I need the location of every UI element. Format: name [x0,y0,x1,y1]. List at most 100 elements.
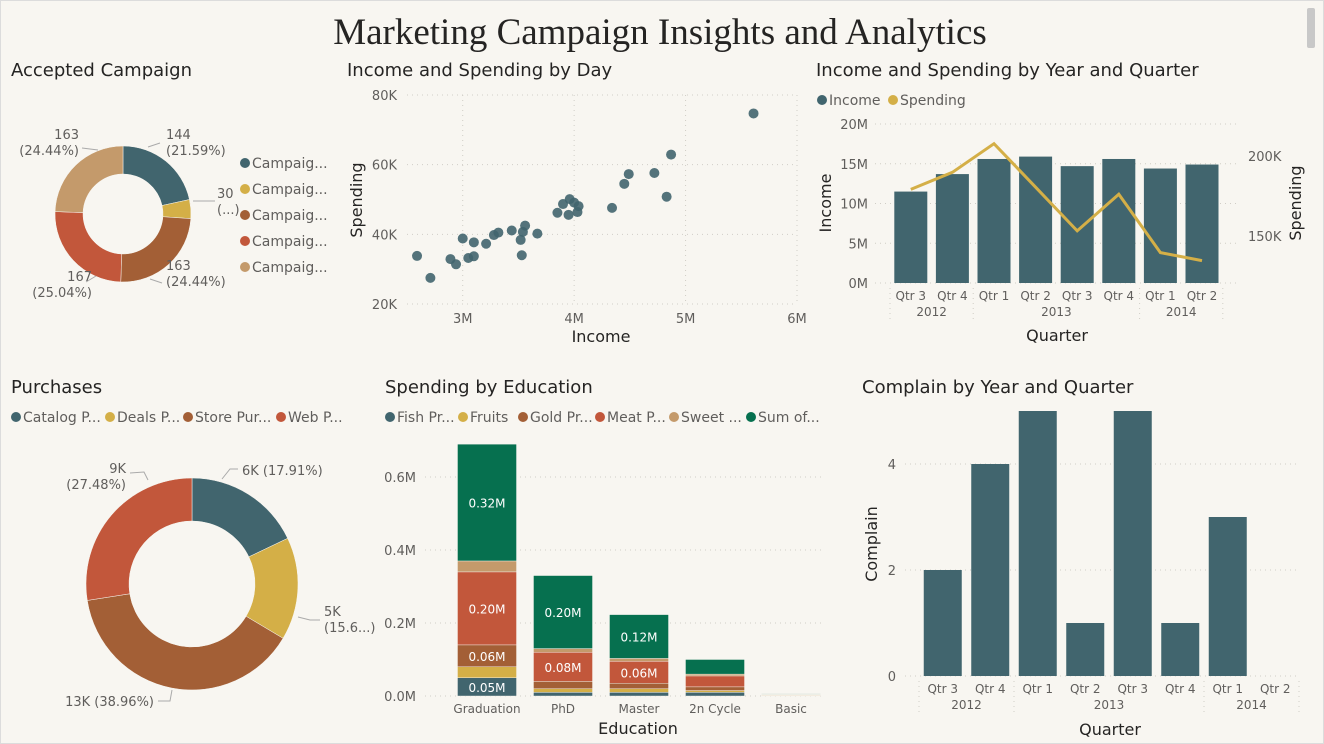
chart-title: Spending by Education [385,377,593,398]
income-bar[interactable] [935,174,969,283]
stacked-bar-segment[interactable] [533,652,593,682]
income-bar[interactable] [1060,166,1094,283]
legend-dot-icon [240,262,250,272]
complain-bar[interactable] [1208,517,1247,676]
income-bar[interactable] [1102,158,1136,283]
x-tick: Qtr 2 [1070,682,1101,696]
x-tick: Qtr 2 [1187,289,1218,303]
y-tick: 4 [888,458,896,473]
x-axis-title: Quarter [1079,720,1141,739]
vertical-scrollbar[interactable] [1307,8,1315,48]
x-tick: Qtr 2 [1260,682,1291,696]
stacked-bar-segment[interactable] [685,686,745,691]
scatter-point[interactable] [532,228,543,239]
y-tick: 0.4M [384,544,416,559]
stacked-bar-segment[interactable] [609,614,669,659]
scatter-point[interactable] [623,169,634,180]
stacked-bar-segment[interactable] [457,666,517,678]
y-axis-title: Income [816,174,835,233]
stacked-bar-segment[interactable] [533,688,593,693]
scatter-point[interactable] [520,220,531,231]
data-label: 0.08M [544,661,581,675]
scatter-point[interactable] [412,250,423,261]
stacked-bar-segment[interactable] [533,575,593,649]
x-tick: Qtr 3 [1117,682,1148,696]
scatter-point[interactable] [468,237,479,248]
stacked-bar-segment[interactable] [609,658,669,662]
y-tick: 0.6M [384,471,416,486]
x-tick: 3M [453,312,473,327]
income-bar[interactable] [977,158,1011,283]
scatter-point[interactable] [666,149,677,160]
income-bar[interactable] [1185,164,1219,283]
scatter-point[interactable] [563,209,574,220]
stacked-bar-segment[interactable] [533,681,593,689]
complain-bar[interactable] [1161,623,1200,676]
scatter-point[interactable] [748,108,759,119]
scatter-point[interactable] [649,168,660,179]
chart-title: Purchases [11,377,102,398]
legend-dot-icon [183,412,193,422]
year-label: 2014 [1166,305,1197,319]
legend-dot-icon [276,412,286,422]
stacked-bar-segment[interactable] [457,443,517,562]
scatter-point[interactable] [516,250,527,261]
legend-item: Deals P... [117,410,180,426]
legend-item: Campaig... [252,234,328,250]
scatter-point[interactable] [425,272,436,283]
y-tick: 80K [372,89,398,104]
data-label: 163 [166,259,191,274]
stacked-bar-segment[interactable] [685,675,745,688]
stacked-bar-segment[interactable] [685,659,745,675]
stacked-bar-segment[interactable] [609,688,669,693]
y-tick: 20M [840,118,868,133]
scatter-point[interactable] [506,225,517,236]
scatter-point[interactable] [661,191,672,202]
x-tick: Master [619,702,660,716]
scatter-point[interactable] [552,207,563,218]
income-bar[interactable] [1143,168,1177,283]
scatter-point[interactable] [451,259,462,270]
dashboard-title: Marketing Campaign Insights and Analytic… [333,12,987,53]
complain-bar[interactable] [1113,411,1152,676]
stacked-bar-segment[interactable] [533,648,593,653]
complain-bar[interactable] [1018,411,1057,676]
scatter-point[interactable] [607,202,618,213]
legend-item: Fruits [470,410,508,426]
leader-line [221,468,238,480]
legend-dot-icon [888,95,898,105]
data-label: (21.59%) [166,144,226,159]
scatter-point[interactable] [619,178,630,189]
data-label: 0.12M [620,631,657,645]
legend-item: Campaig... [252,208,328,224]
complain-bar[interactable] [971,464,1010,676]
data-label: 167 [67,270,92,285]
stacked-bar-segment[interactable] [533,692,593,697]
stacked-bar-segment[interactable] [685,692,745,697]
y-tick: 60K [372,159,398,174]
leader-line [147,142,161,148]
complain-bar[interactable] [923,570,962,676]
legend-dot-icon [105,412,115,422]
scatter-point[interactable] [457,233,468,244]
legend-dot-icon [669,412,679,422]
complain-bar[interactable] [1066,623,1105,676]
scatter-point[interactable] [468,251,479,262]
stacked-bar-segment[interactable] [457,560,517,573]
stacked-bar-segment[interactable] [685,690,745,693]
stacked-bar-segment[interactable] [609,683,669,689]
scatter-point[interactable] [481,238,492,249]
data-label: (25.04%) [32,286,92,301]
x-tick: Qtr 3 [927,682,958,696]
legend-item: Web P... [288,410,343,426]
stacked-bar-segment[interactable] [685,673,745,677]
y-axis-title: Complain [862,506,881,582]
x-tick: Qtr 1 [1145,289,1176,303]
stacked-bar-segment[interactable] [609,692,669,697]
data-label: 163 [54,128,79,143]
income-bar[interactable] [894,191,928,283]
stacked-bar-segment[interactable] [457,571,517,646]
scatter-point[interactable] [515,234,526,245]
scatter-point[interactable] [493,227,504,238]
scatter-point[interactable] [572,207,583,218]
